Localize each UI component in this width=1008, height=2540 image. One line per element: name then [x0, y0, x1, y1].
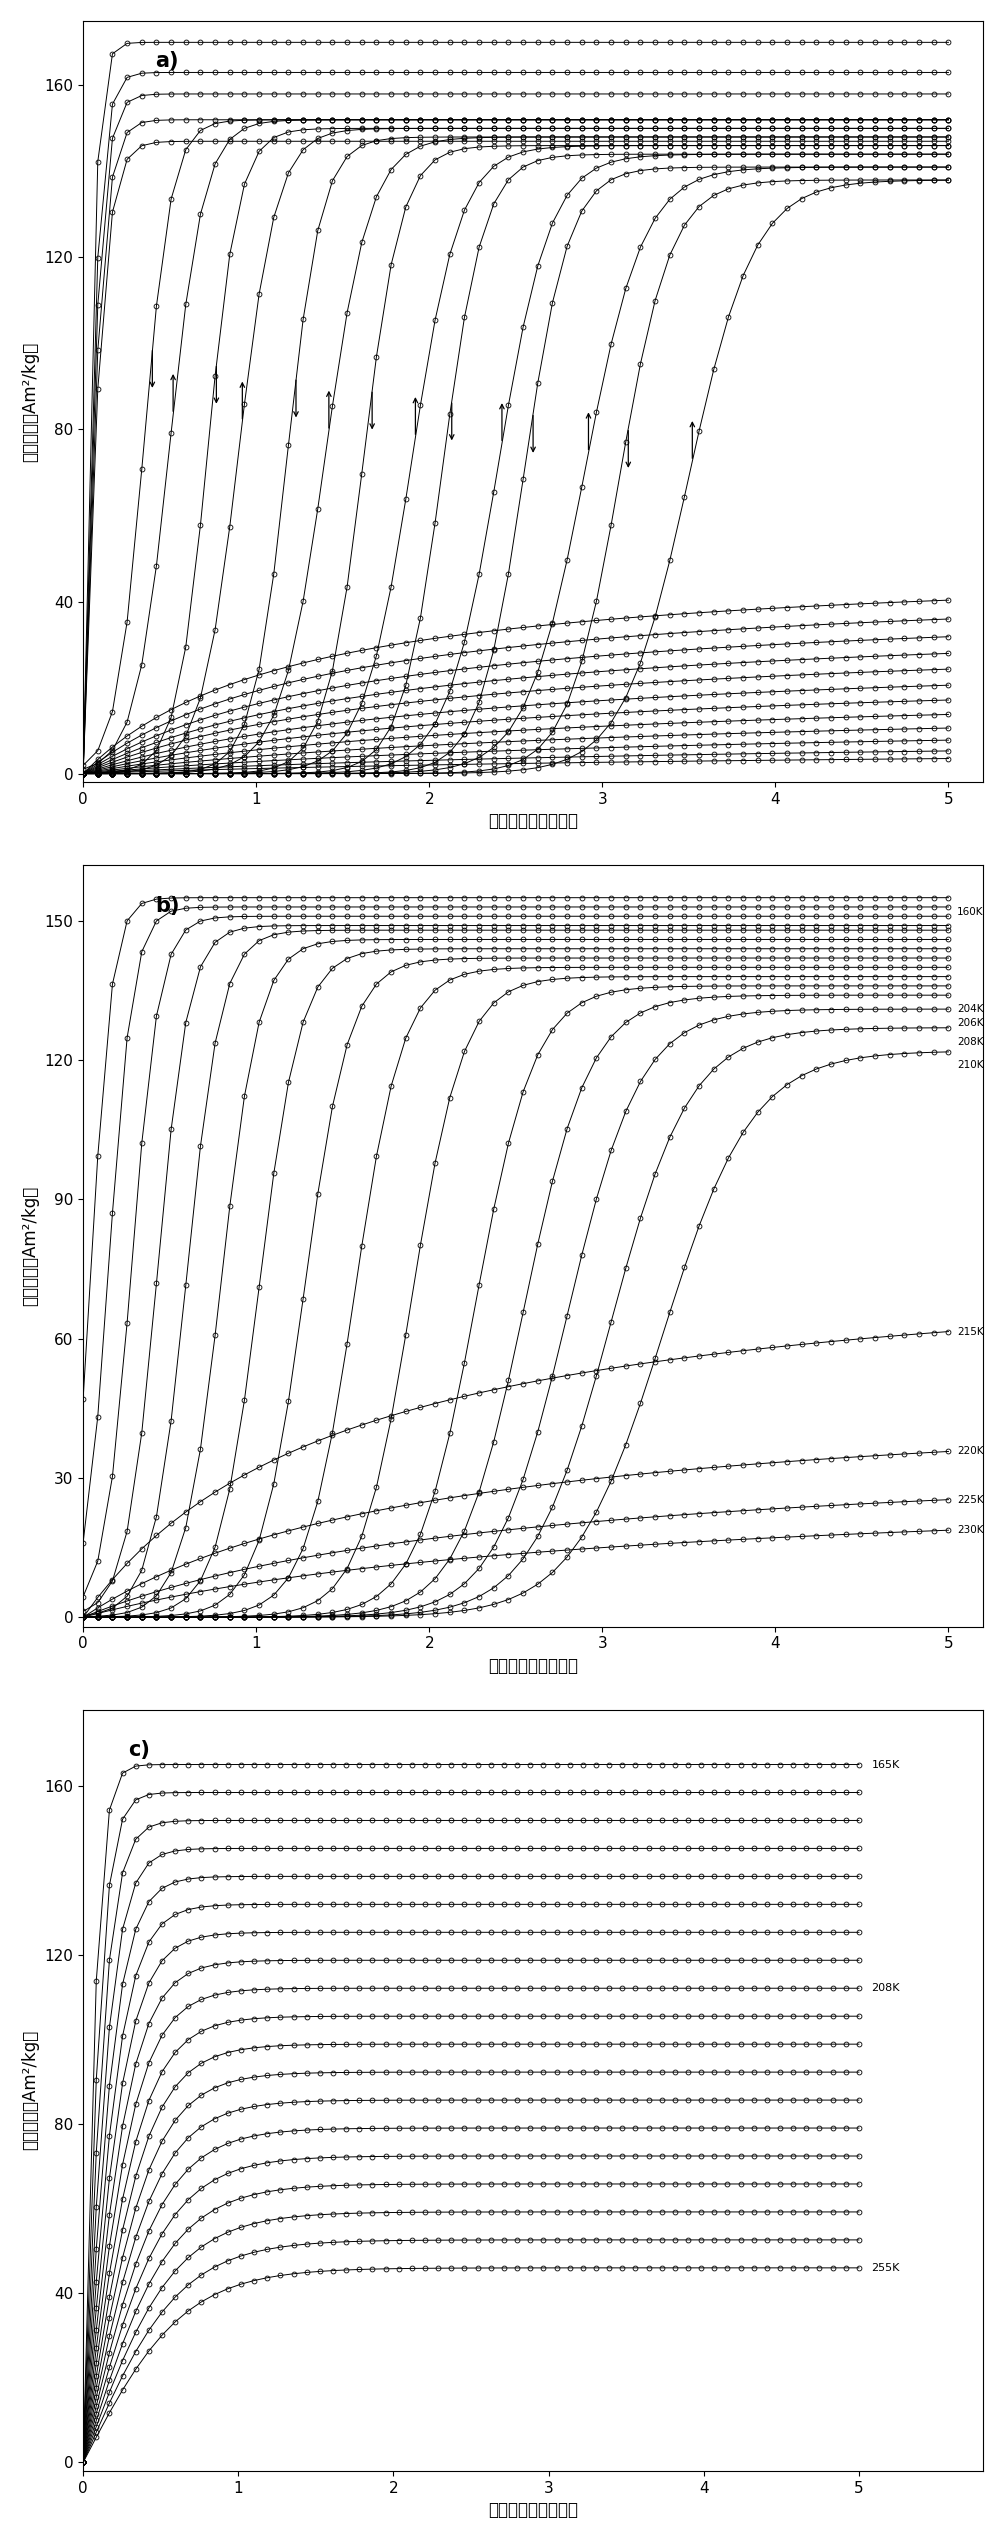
Y-axis label: 磁化强度（Am²/kg）: 磁化强度（Am²/kg）: [21, 2029, 39, 2151]
Text: 204K: 204K: [958, 1003, 984, 1013]
Text: 210K: 210K: [958, 1059, 984, 1069]
Text: 215K: 215K: [958, 1326, 984, 1336]
Text: c): c): [128, 1740, 150, 1760]
Text: 220K: 220K: [958, 1445, 984, 1455]
Text: 206K: 206K: [958, 1019, 984, 1029]
Text: 255K: 255K: [871, 2263, 900, 2273]
Text: a): a): [155, 51, 178, 71]
Y-axis label: 磁化强度（Am²/kg）: 磁化强度（Am²/kg）: [21, 1186, 39, 1306]
X-axis label: 磁场强度（特斯拉）: 磁场强度（特斯拉）: [488, 813, 579, 831]
Text: 208K: 208K: [871, 1984, 900, 1994]
Text: 225K: 225K: [958, 1494, 984, 1504]
Y-axis label: 磁化强度（Am²/kg）: 磁化强度（Am²/kg）: [21, 340, 39, 462]
X-axis label: 磁场强度（特斯拉）: 磁场强度（特斯拉）: [488, 2502, 579, 2520]
Text: 208K: 208K: [958, 1036, 984, 1046]
Text: 160K: 160K: [958, 907, 984, 917]
X-axis label: 磁场强度（特斯拉）: 磁场强度（特斯拉）: [488, 1656, 579, 1674]
Text: 230K: 230K: [958, 1524, 984, 1534]
Text: 165K: 165K: [871, 1760, 899, 1770]
Text: b): b): [155, 897, 179, 914]
